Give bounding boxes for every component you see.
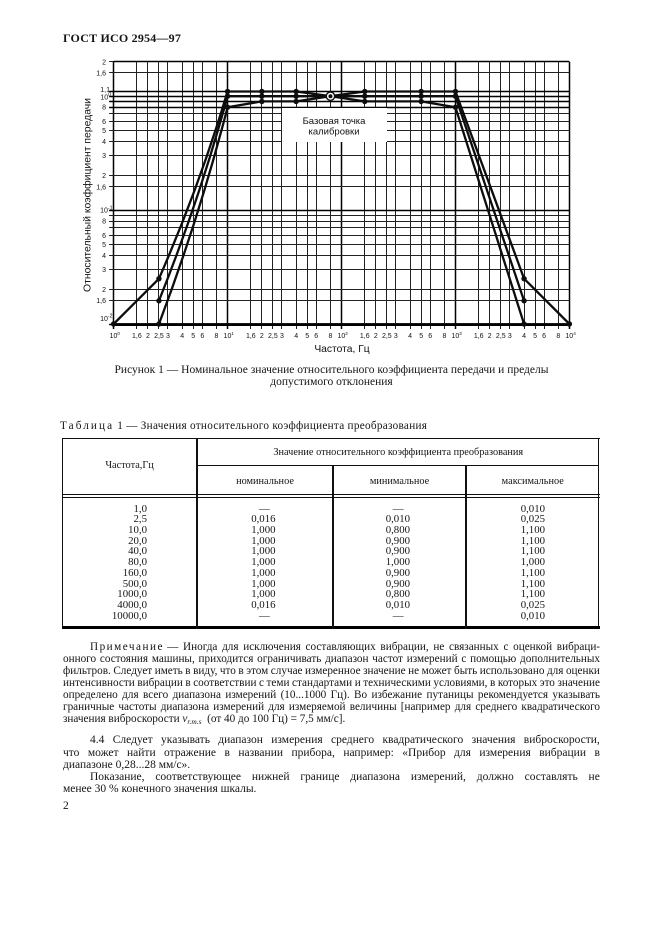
svg-text:3: 3 [102,153,106,160]
svg-text:6: 6 [102,119,106,126]
svg-text:100: 100 [110,331,121,340]
svg-text:2: 2 [102,59,106,66]
svg-text:2: 2 [260,333,264,340]
svg-text:5: 5 [191,333,195,340]
svg-text:6: 6 [314,333,318,340]
svg-text:калибровки: калибровки [308,126,359,137]
svg-text:10-1: 10-1 [100,206,113,215]
svg-text:4: 4 [102,139,106,146]
svg-text:5: 5 [305,333,309,340]
svg-text:6: 6 [428,333,432,340]
svg-text:6: 6 [102,233,106,240]
svg-text:Относительный коэффициент пере: Относительный коэффициент передачи [82,98,94,292]
svg-text:5: 5 [102,128,106,135]
svg-text:4: 4 [180,333,184,340]
svg-text:8: 8 [102,219,106,226]
svg-text:3: 3 [102,267,106,274]
svg-text:2: 2 [146,333,150,340]
svg-text:8: 8 [329,333,333,340]
svg-text:5: 5 [419,333,423,340]
svg-text:104: 104 [565,331,576,340]
svg-text:1,6: 1,6 [132,333,142,340]
svg-text:6: 6 [200,333,204,340]
svg-text:Частота, Гц: Частота, Гц [314,344,369,355]
svg-text:1,6: 1,6 [96,184,106,191]
svg-text:1,6: 1,6 [96,298,106,305]
svg-text:6: 6 [542,333,546,340]
svg-text:3: 3 [166,333,170,340]
svg-text:2,5: 2,5 [496,333,506,340]
svg-text:3: 3 [394,333,398,340]
svg-text:103: 103 [451,331,462,340]
svg-text:2,5: 2,5 [382,333,392,340]
svg-text:101: 101 [224,331,235,340]
svg-text:3: 3 [508,333,512,340]
svg-text:5: 5 [533,333,537,340]
svg-text:8: 8 [215,333,219,340]
svg-text:2,5: 2,5 [268,333,278,340]
svg-text:2: 2 [488,333,492,340]
svg-text:1,1: 1,1 [100,87,110,94]
svg-text:10-2: 10-2 [100,314,113,323]
svg-text:8: 8 [102,105,106,112]
svg-text:4: 4 [522,333,526,340]
svg-text:1,6: 1,6 [474,333,484,340]
svg-text:1,6: 1,6 [360,333,370,340]
svg-text:Базовая точка: Базовая точка [303,116,367,127]
svg-text:1,6: 1,6 [246,333,256,340]
svg-text:102: 102 [338,331,349,340]
svg-text:2: 2 [374,333,378,340]
svg-text:100: 100 [100,92,111,101]
svg-text:8: 8 [556,333,560,340]
svg-text:2: 2 [102,173,106,180]
svg-text:4: 4 [408,333,412,340]
svg-text:4: 4 [294,333,298,340]
svg-text:3: 3 [280,333,284,340]
svg-text:8: 8 [442,333,446,340]
svg-text:2: 2 [102,287,106,294]
svg-text:1,6: 1,6 [96,70,106,77]
svg-text:2,5: 2,5 [154,333,164,340]
svg-text:4: 4 [102,253,106,260]
svg-text:5: 5 [102,242,106,249]
